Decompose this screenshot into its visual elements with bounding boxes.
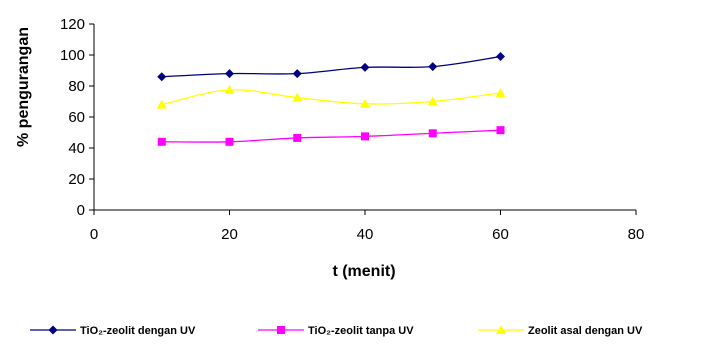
series-2 — [157, 126, 505, 146]
data-point — [428, 62, 438, 72]
x-tick-label: 20 — [221, 226, 238, 243]
x-tick-label: 80 — [628, 226, 645, 243]
y-tick-label: 60 — [68, 109, 85, 126]
y-tick-label: 80 — [68, 78, 85, 95]
axes: 0 20 40 60 80 100 120 0 20 40 60 80 — [60, 16, 644, 243]
legend-marker — [277, 326, 285, 334]
data-point — [156, 99, 167, 109]
legend-item: TiO₂-zeolit dengan UV — [30, 325, 196, 337]
y-tick-label: 0 — [77, 202, 85, 219]
data-point — [496, 52, 505, 62]
series-3 — [156, 84, 506, 109]
data-point — [157, 137, 166, 146]
series-1 — [157, 52, 505, 82]
legend-item: Zeolit asal dengan UV — [478, 325, 643, 337]
data-point — [427, 96, 438, 106]
legend-marker — [496, 325, 506, 334]
data-point — [360, 62, 370, 72]
data-point — [496, 126, 505, 135]
y-tick-label: 120 — [60, 16, 85, 33]
data-point — [292, 69, 302, 79]
data-point — [293, 133, 302, 142]
series-layer — [156, 52, 506, 146]
data-point — [360, 98, 370, 108]
data-point — [224, 84, 235, 94]
data-point — [428, 129, 437, 138]
y-axis-title: % pengurangan — [15, 27, 32, 147]
legend: TiO₂-zeolit dengan UV TiO₂-zeolit tanpa U… — [30, 325, 643, 337]
data-point — [225, 69, 234, 79]
series-line — [161, 89, 501, 106]
legend-marker — [48, 325, 58, 335]
series-line — [161, 55, 501, 78]
x-axis-title: t (menit) — [332, 263, 395, 280]
legend-item: TiO₂-zeolit tanpa UV — [258, 325, 414, 337]
legend-label: Zeolit asal dengan UV — [528, 325, 643, 337]
legend-label: TiO₂-zeolit dengan UV — [80, 325, 196, 337]
data-point — [225, 137, 234, 146]
y-tick-label: 100 — [60, 47, 85, 64]
y-tick-label: 40 — [68, 140, 85, 157]
data-point — [361, 132, 369, 141]
x-tick-label: 60 — [492, 226, 509, 243]
data-point — [292, 92, 303, 102]
series-line — [161, 129, 501, 143]
data-point — [495, 87, 506, 97]
x-tick-label: 0 — [90, 226, 98, 243]
y-tick-label: 20 — [68, 171, 85, 188]
data-point — [157, 72, 167, 82]
x-tick-label: 40 — [357, 226, 374, 243]
legend-label: TiO₂-zeolit tanpa UV — [308, 325, 414, 337]
